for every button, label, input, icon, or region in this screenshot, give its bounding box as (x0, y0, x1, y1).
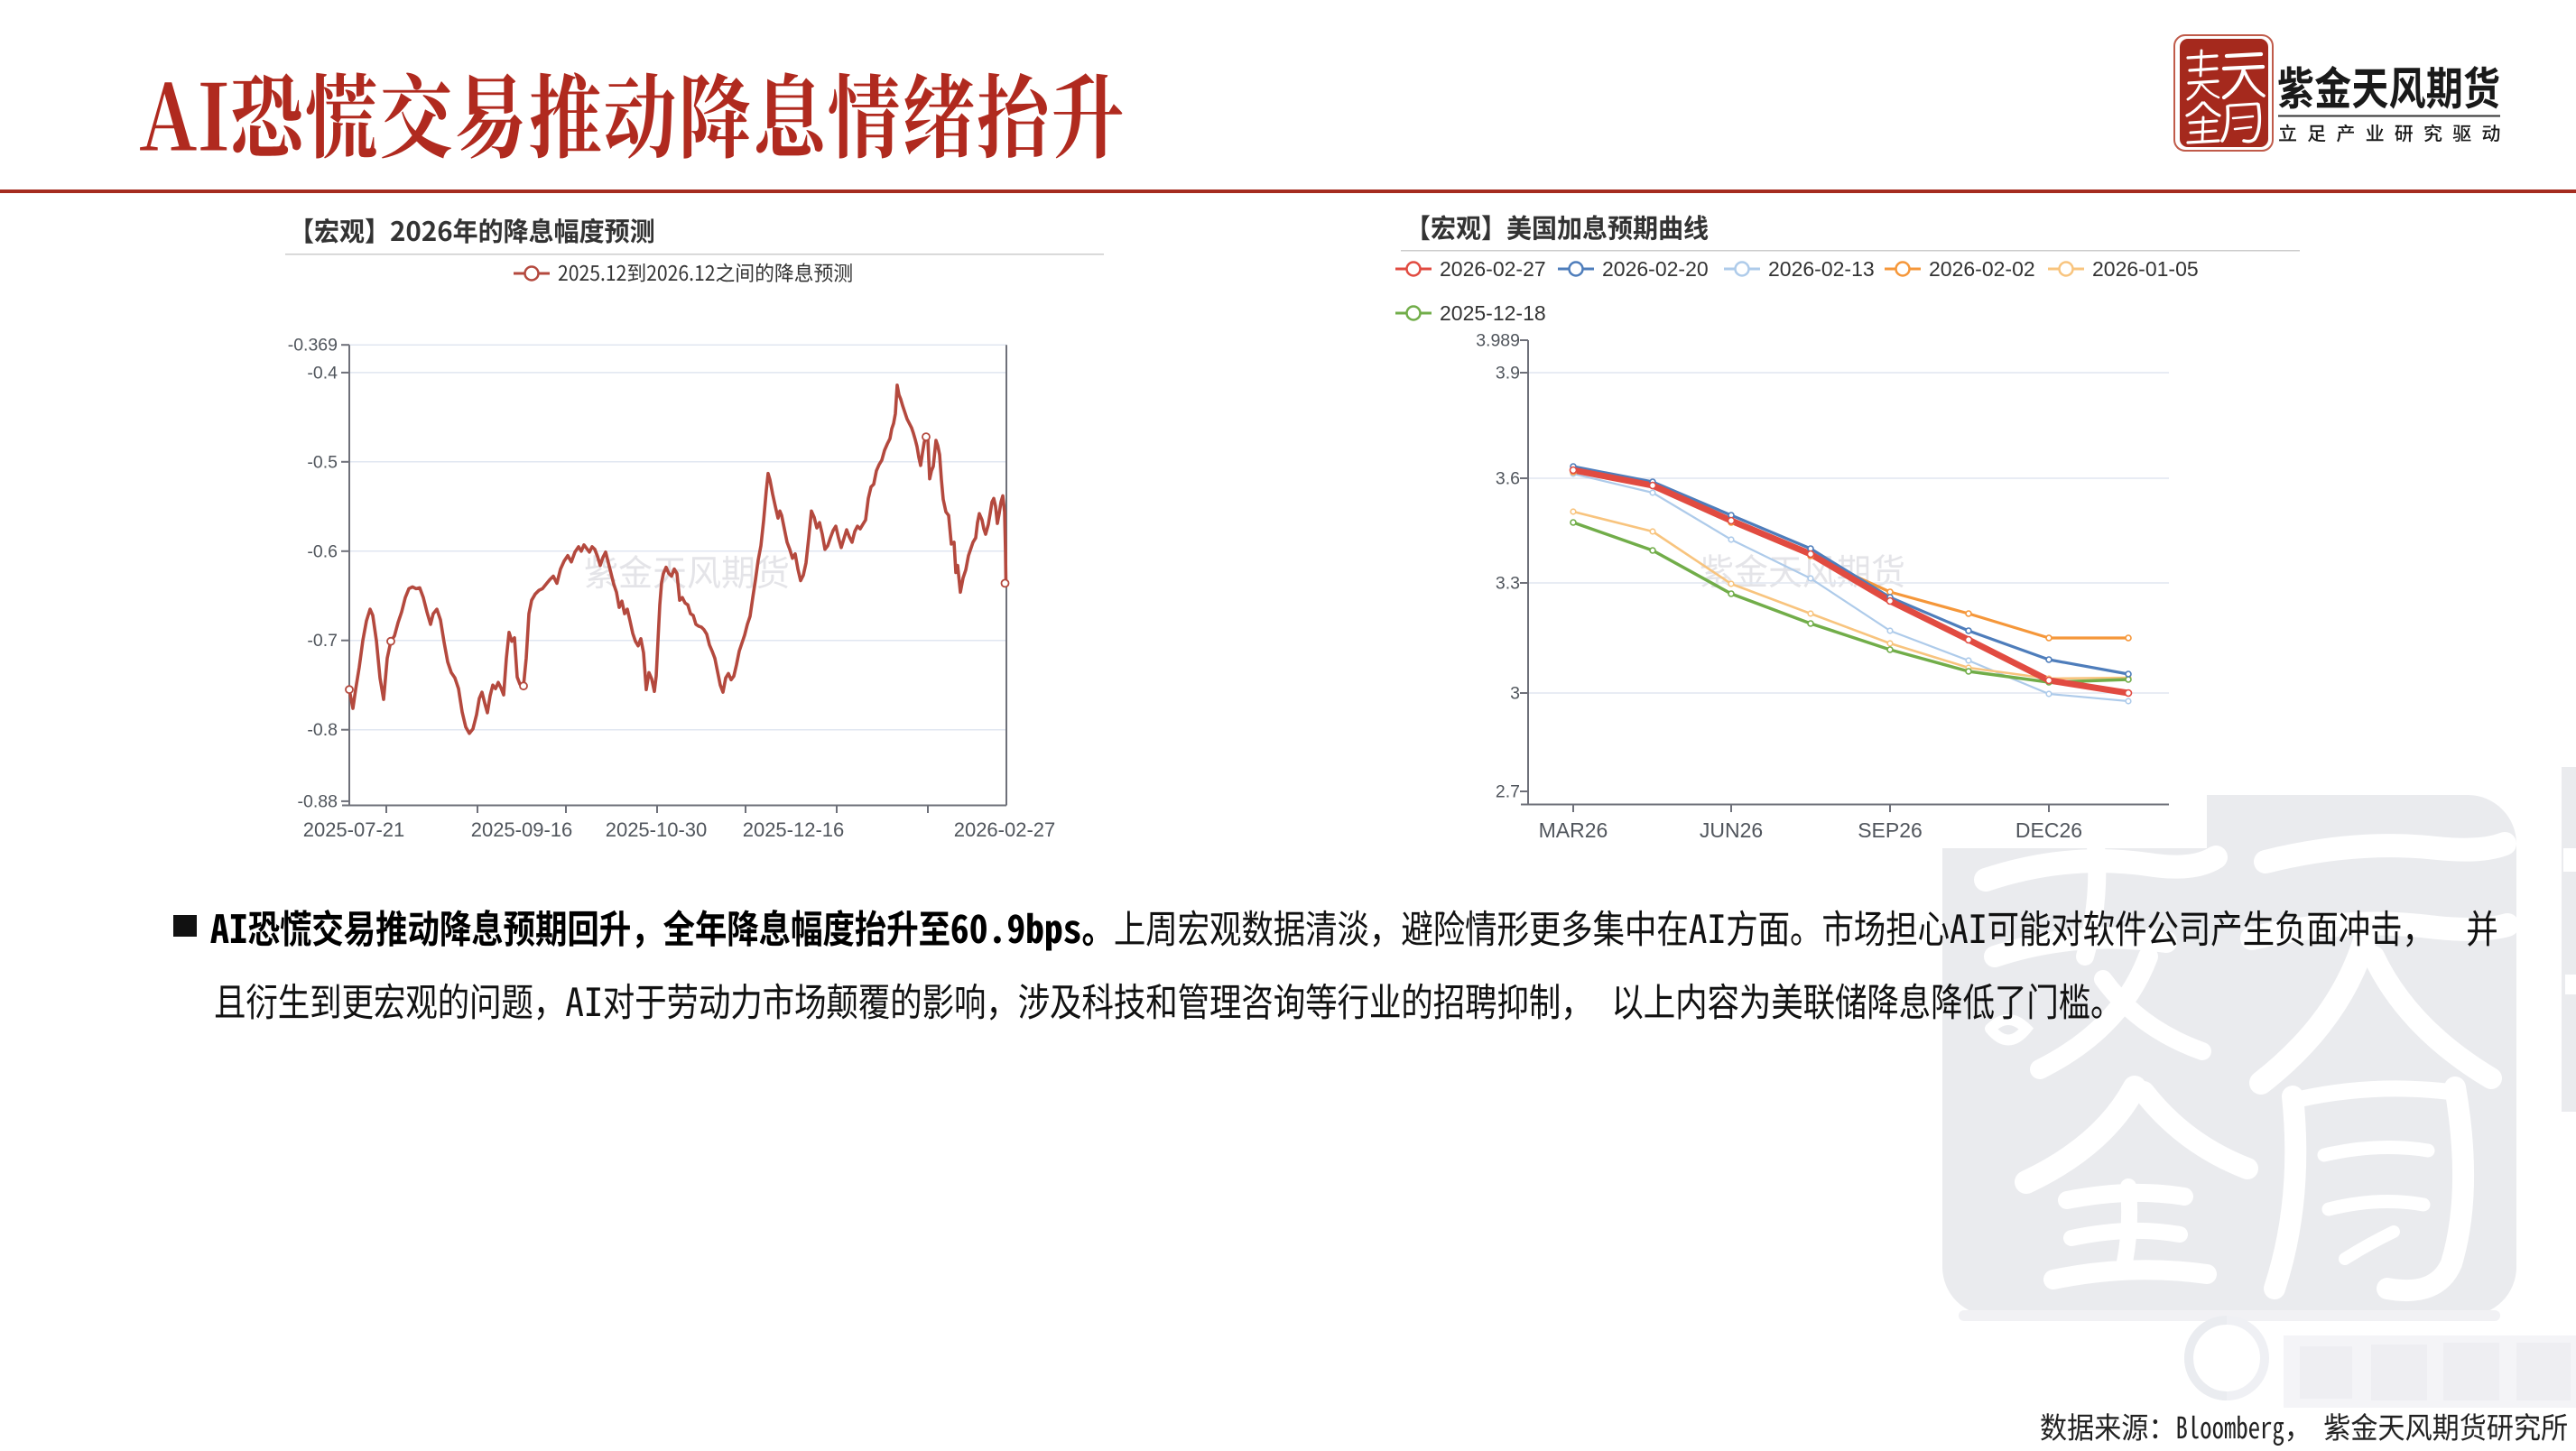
svg-text:2025-12-16: 2025-12-16 (743, 818, 845, 841)
svg-text:2025-10-30: 2025-10-30 (606, 818, 708, 841)
svg-text:2026-01-05: 2026-01-05 (2092, 257, 2199, 281)
svg-text:2026-02-20: 2026-02-20 (1602, 257, 1709, 281)
svg-text:-0.369: -0.369 (288, 336, 338, 356)
svg-text:SEP26: SEP26 (1858, 818, 1923, 842)
svg-text:2025-12-18: 2025-12-18 (1440, 301, 1546, 325)
svg-text:3.3: 3.3 (1496, 574, 1520, 594)
svg-text:DEC26: DEC26 (2015, 818, 2082, 842)
svg-text:-0.4: -0.4 (307, 363, 338, 383)
svg-text:2.7: 2.7 (1496, 782, 1520, 802)
svg-text:2026-02-13: 2026-02-13 (1768, 257, 1875, 281)
svg-text:-0.5: -0.5 (307, 452, 338, 472)
svg-text:3.6: 3.6 (1496, 469, 1520, 489)
svg-text:2026-02-27: 2026-02-27 (1440, 257, 1546, 281)
svg-text:2025-09-16: 2025-09-16 (471, 818, 573, 841)
svg-text:-0.7: -0.7 (307, 631, 338, 651)
svg-text:3.9: 3.9 (1496, 364, 1520, 384)
svg-text:-0.6: -0.6 (307, 541, 338, 561)
svg-text:JUN26: JUN26 (1700, 818, 1763, 842)
svg-text:-0.8: -0.8 (307, 720, 338, 740)
svg-text:2025-07-21: 2025-07-21 (303, 818, 405, 841)
svg-text:3.989: 3.989 (1476, 331, 1520, 351)
svg-text:-0.88: -0.88 (298, 791, 338, 811)
svg-text:MAR26: MAR26 (1539, 818, 1608, 842)
svg-text:2026-02-02: 2026-02-02 (1929, 257, 2035, 281)
svg-text:3: 3 (1510, 684, 1520, 704)
svg-text:2026-02-27: 2026-02-27 (954, 818, 1056, 841)
